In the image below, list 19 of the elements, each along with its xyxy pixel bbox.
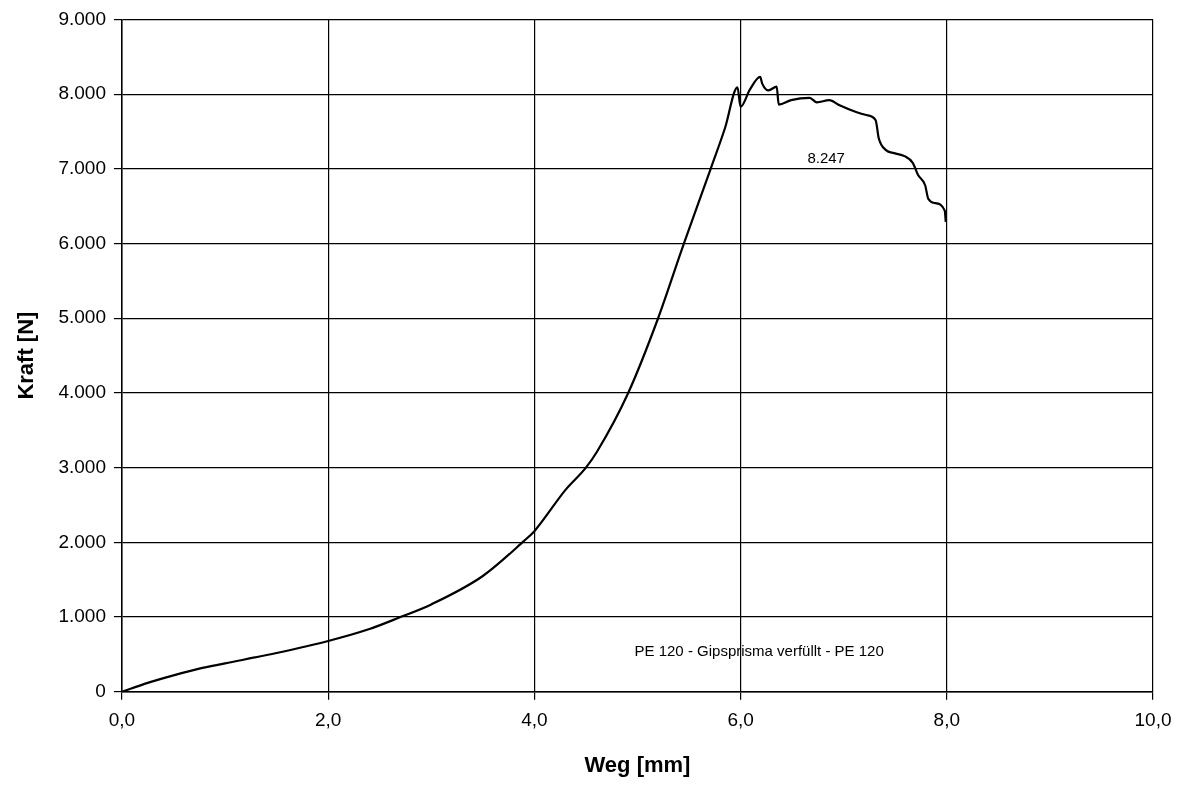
- x-tick-label: 8,0: [933, 709, 960, 731]
- y-tick-label: 0: [95, 680, 106, 702]
- y-tick-label: 3.000: [58, 455, 106, 477]
- x-tick-label: 6,0: [727, 709, 754, 731]
- y-axis-title: Kraft [N]: [13, 311, 39, 400]
- x-tick-label: 10,0: [1134, 709, 1172, 731]
- y-tick-label: 4.000: [58, 381, 106, 403]
- y-tick-label: 5.000: [58, 306, 106, 328]
- annotation: 8.247: [807, 148, 845, 166]
- y-tick-label: 7.000: [58, 157, 106, 179]
- x-axis-title: Weg [mm]: [584, 751, 691, 777]
- y-tick-label: 6.000: [58, 231, 106, 253]
- x-tick-label: 0,0: [108, 709, 136, 731]
- x-tick-label: 4,0: [521, 709, 548, 731]
- y-tick-label: 8.000: [58, 82, 106, 104]
- y-tick-label: 1.000: [58, 605, 106, 627]
- y-tick-label: 2.000: [58, 530, 106, 552]
- x-tick-label: 2,0: [314, 709, 342, 731]
- y-tick-label: 9.000: [58, 7, 106, 29]
